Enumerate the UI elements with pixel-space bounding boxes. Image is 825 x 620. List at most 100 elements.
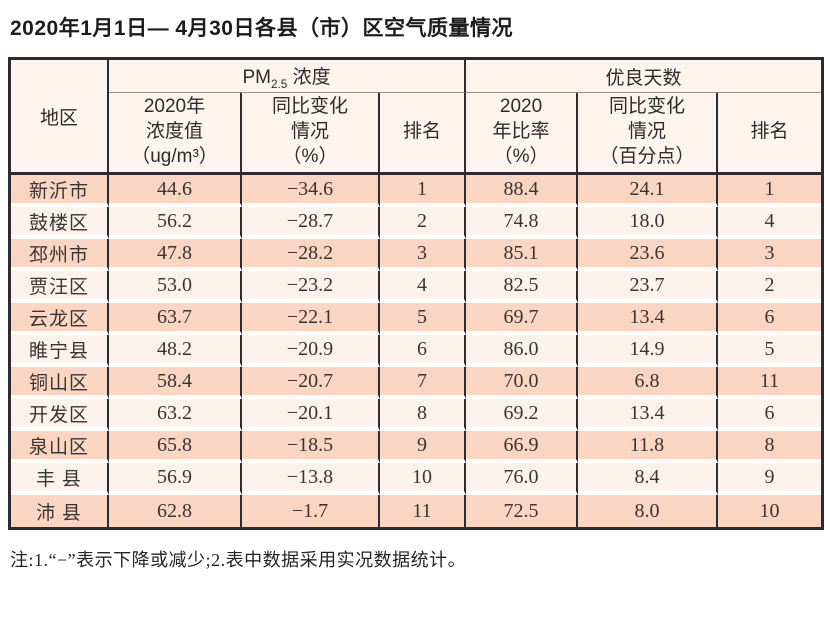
region-cell: 云龙区 xyxy=(11,303,109,335)
good-ratio-cell: 66.9 xyxy=(466,431,579,463)
good-ratio-cell: 69.2 xyxy=(466,399,579,431)
good-ratio-cell: 74.8 xyxy=(466,207,579,239)
good-change-cell: 11.8 xyxy=(578,431,719,463)
good-change-cell: 8.4 xyxy=(578,463,719,495)
table-header: 地区 PM2.5 浓度 优良天数 2020年 浓度值 （ug/m³） 同比变化 … xyxy=(11,60,822,175)
good-change-cell: 13.4 xyxy=(578,303,719,335)
pm-change-cell: −34.6 xyxy=(242,175,380,207)
good-change-cell: 6.8 xyxy=(578,367,719,399)
good-rank-cell: 4 xyxy=(718,207,822,239)
table-row: 睢宁县 48.2 −20.9 6 86.0 14.9 5 xyxy=(11,335,822,367)
table-row: 开发区 63.2 −20.1 8 69.2 13.4 6 xyxy=(11,399,822,431)
good-change-cell: 13.4 xyxy=(578,399,719,431)
pm-change-cell: −1.7 xyxy=(242,495,380,527)
good-ratio-cell: 85.1 xyxy=(466,239,579,271)
subheader-pm-change: 同比变化 情况 （%） xyxy=(242,93,380,175)
header-sub-row: 2020年 浓度值 （ug/m³） 同比变化 情况 （%） 排名 2020 年比… xyxy=(11,93,822,175)
pm-rank-cell: 10 xyxy=(380,463,467,495)
subheader-good-ratio: 2020 年比率 （%） xyxy=(466,93,579,175)
good-rank-cell: 6 xyxy=(718,303,822,335)
pm-change-cell: −28.2 xyxy=(242,239,380,271)
pm-value-cell: 65.8 xyxy=(109,431,242,463)
good-rank-cell: 8 xyxy=(718,431,822,463)
good-ratio-cell: 86.0 xyxy=(466,335,579,367)
good-rank-cell: 5 xyxy=(718,335,822,367)
table-row: 邳州市 47.8 −28.2 3 85.1 23.6 3 xyxy=(11,239,822,271)
header-group-row: 地区 PM2.5 浓度 优良天数 xyxy=(11,60,822,175)
pm-value-cell: 44.6 xyxy=(109,175,242,207)
table-body: 新沂市 44.6 −34.6 1 88.4 24.1 1 鼓楼区 56.2 −28.7 2 74.8 1… xyxy=(11,175,822,527)
pm-value-cell: 53.0 xyxy=(109,271,242,303)
good-change-cell: 24.1 xyxy=(578,175,719,207)
pm-value-cell: 56.2 xyxy=(109,207,242,239)
region-cell: 铜山区 xyxy=(11,367,109,399)
table-row: 鼓楼区 56.2 −28.7 2 74.8 18.0 4 xyxy=(11,207,822,239)
pm-rank-cell: 11 xyxy=(380,495,467,527)
pm25-label: PM2.5 浓度 xyxy=(242,66,331,91)
good-rank-cell: 11 xyxy=(718,367,822,399)
pm-value-cell: 47.8 xyxy=(109,239,242,271)
pm-rank-cell: 9 xyxy=(380,431,467,463)
pm-value-cell: 63.7 xyxy=(109,303,242,335)
good-ratio-cell: 69.7 xyxy=(466,303,579,335)
subheader-pm-rank: 排名 xyxy=(380,93,467,175)
good-change-cell: 8.0 xyxy=(578,495,719,527)
region-cell: 沛 县 xyxy=(11,495,109,527)
good-ratio-cell: 76.0 xyxy=(466,463,579,495)
pm-rank-cell: 3 xyxy=(380,239,467,271)
pm-rank-cell: 8 xyxy=(380,399,467,431)
pm-value-cell: 58.4 xyxy=(109,367,242,399)
table-row: 新沂市 44.6 −34.6 1 88.4 24.1 1 xyxy=(11,175,822,207)
good-change-cell: 23.6 xyxy=(578,239,719,271)
subheader-good-rank: 排名 xyxy=(718,93,822,175)
region-cell: 鼓楼区 xyxy=(11,207,109,239)
subheader-good-change: 同比变化 情况 （百分点） xyxy=(578,93,719,175)
table-row: 贾汪区 53.0 −23.2 4 82.5 23.7 2 xyxy=(11,271,822,303)
pm-change-cell: −18.5 xyxy=(242,431,380,463)
region-cell: 泉山区 xyxy=(11,431,109,463)
pm-change-cell: −13.8 xyxy=(242,463,380,495)
footnote: 注:1.“−”表示下降或减少;2.表中数据采用实况数据统计。 xyxy=(10,550,467,570)
good-ratio-cell: 82.5 xyxy=(466,271,579,303)
good-rank-cell: 1 xyxy=(718,175,822,207)
table-row: 云龙区 63.7 −22.1 5 69.7 13.4 6 xyxy=(11,303,822,335)
pm-value-cell: 56.9 xyxy=(109,463,242,495)
region-cell: 开发区 xyxy=(11,399,109,431)
pm-change-cell: −20.7 xyxy=(242,367,380,399)
good-rank-cell: 10 xyxy=(718,495,822,527)
table-row: 泉山区 65.8 −18.5 9 66.9 11.8 8 xyxy=(11,431,822,463)
pm-value-cell: 48.2 xyxy=(109,335,242,367)
table-row: 丰 县 56.9 −13.8 10 76.0 8.4 9 xyxy=(11,463,822,495)
pm-rank-cell: 7 xyxy=(380,367,467,399)
good-change-cell: 14.9 xyxy=(578,335,719,367)
good-ratio-cell: 88.4 xyxy=(466,175,579,207)
pm-rank-cell: 2 xyxy=(380,207,467,239)
subheader-pm-value: 2020年 浓度值 （ug/m³） xyxy=(109,93,242,175)
pm-rank-cell: 4 xyxy=(380,271,467,303)
pm-change-cell: −28.7 xyxy=(242,207,380,239)
good-change-cell: 23.7 xyxy=(578,271,719,303)
pm25-subscript: 2.5 xyxy=(270,77,288,91)
pm-change-cell: −22.1 xyxy=(242,303,380,335)
page-title: 2020年1月1日— 4月30日各县（市）区空气质量情况 xyxy=(10,17,513,40)
region-cell: 贾汪区 xyxy=(11,271,109,303)
air-quality-table: 地区 PM2.5 浓度 优良天数 2020年 浓度值 （ug/m³） 同比变化 … xyxy=(8,57,825,530)
region-cell: 邳州市 xyxy=(11,239,109,271)
good-rank-cell: 2 xyxy=(718,271,822,303)
good-rank-cell: 3 xyxy=(718,239,822,271)
region-cell: 新沂市 xyxy=(11,175,109,207)
good-rank-cell: 6 xyxy=(718,399,822,431)
good-rank-cell: 9 xyxy=(718,463,822,495)
pm-change-cell: −20.1 xyxy=(242,399,380,431)
table-row: 铜山区 58.4 −20.7 7 70.0 6.8 11 xyxy=(11,367,822,399)
pm-change-cell: −20.9 xyxy=(242,335,380,367)
header-good-days-group: 优良天数 xyxy=(466,60,822,93)
pm-value-cell: 62.8 xyxy=(109,495,242,527)
region-cell: 丰 县 xyxy=(11,463,109,495)
page: 2020年1月1日— 4月30日各县（市）区空气质量情况 地区 PM2.5 浓度… xyxy=(8,17,825,570)
header-region: 地区 xyxy=(11,60,109,175)
header-pm25-group: PM2.5 浓度 xyxy=(109,60,467,93)
pm-rank-cell: 5 xyxy=(380,303,467,335)
pm-rank-cell: 1 xyxy=(380,175,467,207)
region-cell: 睢宁县 xyxy=(11,335,109,367)
